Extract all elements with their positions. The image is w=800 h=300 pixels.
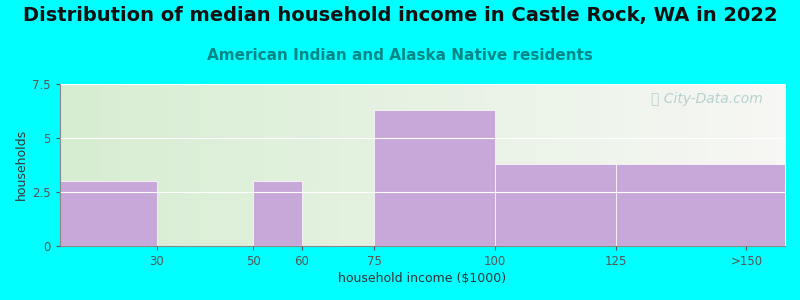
Text: American Indian and Alaska Native residents: American Indian and Alaska Native reside… <box>207 48 593 63</box>
Bar <box>374 110 495 246</box>
X-axis label: household income ($1000): household income ($1000) <box>338 272 506 285</box>
Text: Distribution of median household income in Castle Rock, WA in 2022: Distribution of median household income … <box>22 6 778 25</box>
Y-axis label: households: households <box>15 129 28 200</box>
Text: ⓘ City-Data.com: ⓘ City-Data.com <box>651 92 763 106</box>
Bar <box>495 164 616 246</box>
Bar <box>254 181 302 246</box>
Bar <box>616 164 785 246</box>
Bar <box>60 181 157 246</box>
